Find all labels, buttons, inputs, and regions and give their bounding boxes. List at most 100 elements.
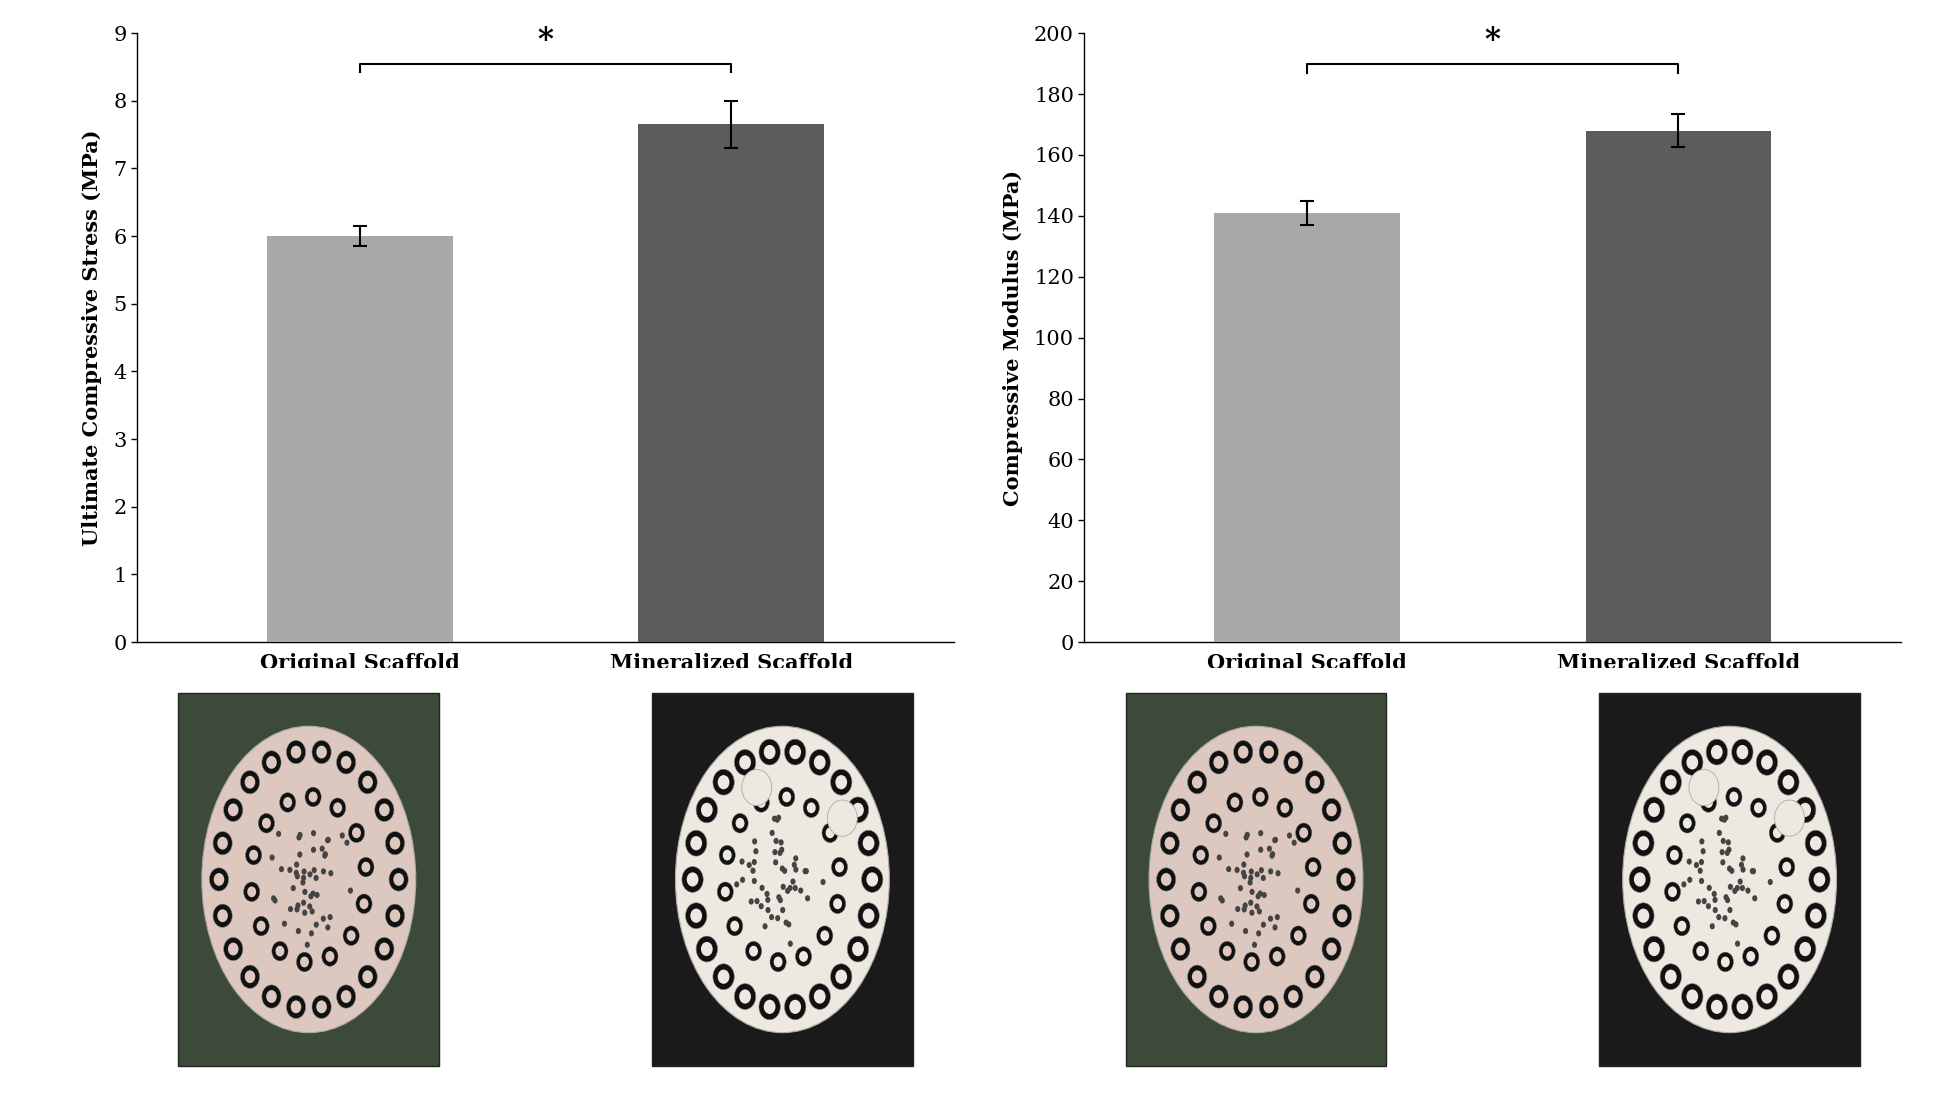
Circle shape [755,898,760,904]
Circle shape [1245,852,1250,857]
Circle shape [296,903,300,908]
Circle shape [1239,1000,1249,1013]
Circle shape [1727,865,1733,872]
Circle shape [764,745,776,759]
Circle shape [1227,866,1231,872]
Circle shape [314,922,319,928]
Circle shape [1170,937,1190,960]
Circle shape [386,832,404,855]
Circle shape [1305,965,1325,988]
Circle shape [1235,866,1239,873]
Circle shape [1164,836,1176,850]
Circle shape [1660,769,1682,796]
Circle shape [214,873,223,886]
Circle shape [267,990,276,1003]
Circle shape [1813,872,1825,886]
Circle shape [1256,791,1264,802]
Circle shape [690,836,702,851]
Circle shape [339,832,345,839]
Circle shape [1682,882,1686,887]
Circle shape [345,840,349,845]
Circle shape [390,836,400,850]
Circle shape [302,875,306,881]
Circle shape [784,739,806,765]
Circle shape [1243,906,1247,913]
Circle shape [1276,870,1280,876]
Circle shape [302,909,308,916]
Circle shape [1805,903,1827,928]
Circle shape [1733,922,1739,927]
Circle shape [1188,770,1207,793]
Circle shape [1290,926,1307,946]
Circle shape [1262,892,1266,898]
Circle shape [835,969,847,983]
Circle shape [1699,859,1703,865]
Circle shape [827,800,857,836]
Circle shape [247,886,257,897]
Circle shape [1693,862,1699,869]
Circle shape [327,870,333,876]
Circle shape [327,914,333,920]
Circle shape [1725,840,1731,845]
Circle shape [1717,953,1733,971]
Circle shape [723,850,731,861]
Circle shape [1307,898,1315,909]
Circle shape [314,892,319,898]
Circle shape [731,920,739,932]
Circle shape [1258,996,1278,1019]
Circle shape [757,797,766,808]
Circle shape [1629,866,1650,893]
Circle shape [1209,750,1229,774]
Circle shape [306,787,321,807]
Circle shape [1727,846,1731,853]
Circle shape [1688,876,1691,883]
Circle shape [739,756,751,769]
Circle shape [1268,869,1274,874]
Circle shape [717,882,733,902]
Circle shape [363,970,372,983]
Ellipse shape [202,726,416,1033]
Circle shape [1764,926,1780,946]
Circle shape [862,836,874,851]
Circle shape [227,803,239,817]
Circle shape [862,908,874,923]
Circle shape [1245,832,1250,838]
Circle shape [263,818,270,829]
Circle shape [776,894,782,901]
Circle shape [780,907,786,913]
Circle shape [1243,903,1249,908]
Circle shape [300,880,306,885]
Circle shape [1249,880,1252,885]
Circle shape [853,941,864,956]
Circle shape [835,775,847,789]
Circle shape [1774,828,1782,839]
Circle shape [1711,1000,1723,1014]
Circle shape [1176,943,1186,956]
Circle shape [304,941,310,948]
Circle shape [778,897,782,903]
Circle shape [1213,990,1223,1003]
Circle shape [1247,957,1256,967]
Circle shape [1642,936,1664,962]
Circle shape [259,813,274,833]
Circle shape [223,937,243,960]
Circle shape [1176,803,1186,817]
Circle shape [359,898,368,909]
Circle shape [809,983,831,1010]
Circle shape [1697,867,1703,874]
Circle shape [302,899,306,906]
Circle shape [359,770,376,793]
Circle shape [804,798,819,818]
Circle shape [772,849,778,855]
Circle shape [833,898,843,909]
Circle shape [1258,740,1278,764]
Circle shape [741,769,772,806]
Circle shape [341,990,351,1003]
Circle shape [1233,996,1252,1019]
Circle shape [245,970,255,983]
Circle shape [1740,885,1744,891]
Circle shape [1688,859,1691,865]
Circle shape [223,798,243,821]
Circle shape [1280,802,1290,813]
Circle shape [749,898,755,905]
